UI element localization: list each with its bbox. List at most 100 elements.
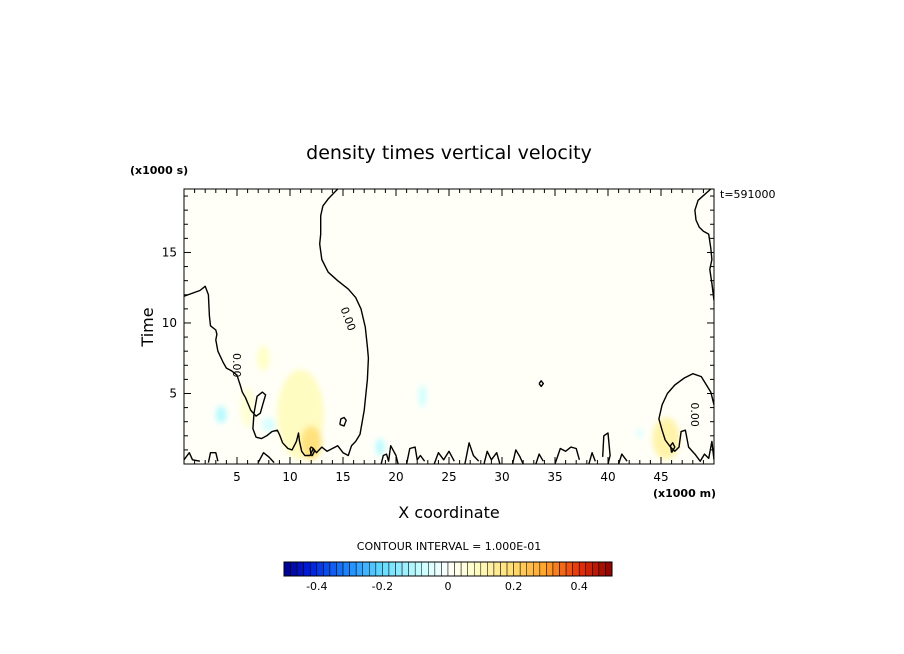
x-axis-ticks: 5 10 15 20 25 30 35 40 45 xyxy=(183,189,715,484)
colorbar-cell xyxy=(401,561,409,577)
heatmap-blob xyxy=(215,406,227,424)
colorbar-cell xyxy=(329,561,337,577)
contour-line xyxy=(617,453,628,464)
plot-background xyxy=(184,189,714,464)
colorbar-cell xyxy=(428,561,436,577)
colorbar-cell xyxy=(309,561,318,577)
x-tick-label: 45 xyxy=(653,470,668,484)
contour-line xyxy=(602,432,611,464)
colorbar-cell xyxy=(316,561,324,577)
colorbar-cell xyxy=(382,561,390,577)
colorbar-cell xyxy=(533,561,541,577)
colorbar-cell xyxy=(480,561,488,577)
colorbar-cell xyxy=(559,561,567,577)
colorbar-cell xyxy=(460,561,468,577)
contour-line xyxy=(339,416,347,427)
colorbar-cell xyxy=(355,561,363,577)
x-tick-label: 35 xyxy=(547,470,562,484)
x-tick-label: 5 xyxy=(233,470,241,484)
contour-line xyxy=(207,452,219,463)
colorbar-cell xyxy=(546,561,554,577)
colorbar-cell xyxy=(283,561,291,577)
colorbar-cell xyxy=(290,561,298,577)
heatmap-blob xyxy=(300,425,322,460)
heatmap-blob xyxy=(419,385,426,408)
colorbar-cell xyxy=(323,561,331,577)
colorbar-cell xyxy=(447,561,455,577)
colorbar-cell xyxy=(578,561,587,577)
x-axis-label: X coordinate xyxy=(398,503,499,522)
colorbar-cell xyxy=(552,561,560,577)
contour-line xyxy=(433,450,455,464)
heatmap-blob xyxy=(262,417,276,432)
colorbar-tick-label: 0 xyxy=(445,580,452,593)
x-tick-label: 20 xyxy=(388,470,403,484)
colorbar-cell xyxy=(395,561,403,577)
contour-label: 0.00 xyxy=(230,353,243,378)
contour-line xyxy=(538,380,544,388)
colorbar-cell xyxy=(342,561,350,577)
colorbar-cell xyxy=(605,561,613,577)
x-tick-label: 10 xyxy=(282,470,297,484)
contour-line xyxy=(309,446,316,457)
colorbar-cell xyxy=(441,561,449,577)
contour-line xyxy=(669,442,676,454)
colorbar-cell xyxy=(454,561,462,577)
colorbar-cell xyxy=(539,561,547,577)
x-tick-label: 15 xyxy=(335,470,350,484)
contour-interval-label: CONTOUR INTERVAL = 1.000E-01 xyxy=(357,540,541,553)
y-axis-ticks: 5 10 15 xyxy=(162,195,714,465)
colorbar-cell xyxy=(473,561,482,577)
colorbar-cell xyxy=(388,561,396,577)
y-axis-label: Time xyxy=(138,307,157,347)
contour-line xyxy=(535,453,544,464)
colorbar-tick-label: 0.2 xyxy=(505,580,523,593)
contour-line xyxy=(380,445,399,464)
contour-line xyxy=(405,446,426,464)
colorbar-tick-label: -0.2 xyxy=(372,580,393,593)
colorbar-cell xyxy=(349,561,357,577)
contour-lines xyxy=(184,189,714,464)
colorbar-cell xyxy=(592,561,600,577)
colorbar-cell xyxy=(493,561,501,577)
contour-line xyxy=(184,452,201,462)
y-tick-label: 5 xyxy=(169,386,177,400)
heatmap-blob xyxy=(375,438,385,456)
contour-line xyxy=(464,442,480,464)
colorbar-tick-labels: -0.4 -0.2 0 0.2 0.4 xyxy=(306,580,588,593)
y-unit-label: (x1000 s) xyxy=(130,164,188,177)
y-tick-label: 15 xyxy=(162,245,177,259)
colorbar-cell xyxy=(500,561,508,577)
colorbar-cell xyxy=(408,561,416,577)
heatmap-blob xyxy=(240,387,256,428)
colorbar-cell xyxy=(585,561,593,577)
colorbar-tick-label: 0.4 xyxy=(570,580,588,593)
colorbar-cell xyxy=(519,561,527,577)
contour-line xyxy=(694,189,714,301)
colorbar-cell xyxy=(369,561,377,577)
colorbar-cell xyxy=(467,561,475,577)
x-unit-label: (x1000 m) xyxy=(653,487,716,500)
colorbar-cell xyxy=(303,561,311,577)
colorbar-cell xyxy=(375,561,383,577)
colorbar-cell xyxy=(526,561,534,577)
contour-line xyxy=(511,449,524,464)
contour-label: 0.00 xyxy=(688,402,701,427)
y-tick-label: 10 xyxy=(162,316,177,330)
chart-title: density times vertical velocity xyxy=(306,142,592,164)
contour-line xyxy=(588,452,596,464)
x-tick-label: 30 xyxy=(494,470,509,484)
colorbar-cell xyxy=(434,561,442,577)
contour-line xyxy=(483,450,501,464)
x-tick-label: 40 xyxy=(600,470,615,484)
x-tick-label: 25 xyxy=(441,470,456,484)
colorbar-cell xyxy=(598,561,606,577)
colorbar-cell xyxy=(565,561,573,577)
colorbar-cell xyxy=(336,561,344,577)
colorbar-cell xyxy=(296,561,304,577)
colorbar-cell xyxy=(414,561,423,577)
colorbar-frame xyxy=(283,561,613,577)
contour-line xyxy=(257,452,275,464)
contour-line xyxy=(184,189,370,457)
contour-line xyxy=(554,446,581,464)
